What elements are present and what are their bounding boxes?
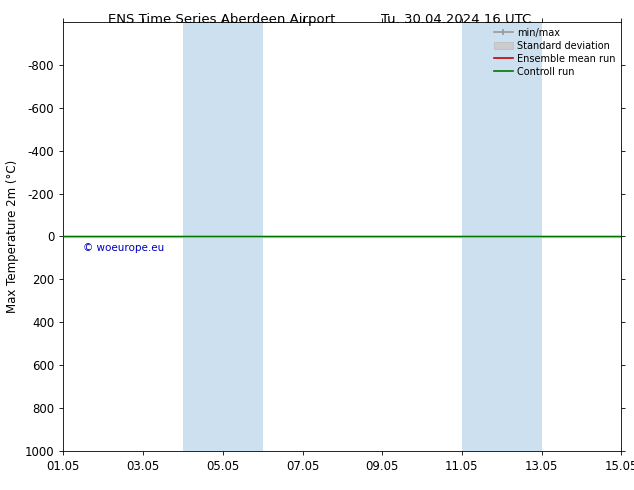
- Text: ENS Time Series Aberdeen Airport: ENS Time Series Aberdeen Airport: [108, 13, 335, 26]
- Title: ENS Time Series Aberdeen Airport    Tu. 30.04.2024 16 UTC: ENS Time Series Aberdeen Airport Tu. 30.…: [0, 489, 1, 490]
- Text: © woeurope.eu: © woeurope.eu: [83, 243, 165, 253]
- Bar: [462, 22, 541, 451]
- Text: Tu. 30.04.2024 16 UTC: Tu. 30.04.2024 16 UTC: [382, 13, 531, 26]
- Bar: [183, 22, 262, 451]
- Y-axis label: Max Temperature 2m (°C): Max Temperature 2m (°C): [6, 160, 19, 313]
- Legend: min/max, Standard deviation, Ensemble mean run, Controll run: min/max, Standard deviation, Ensemble me…: [491, 25, 618, 79]
